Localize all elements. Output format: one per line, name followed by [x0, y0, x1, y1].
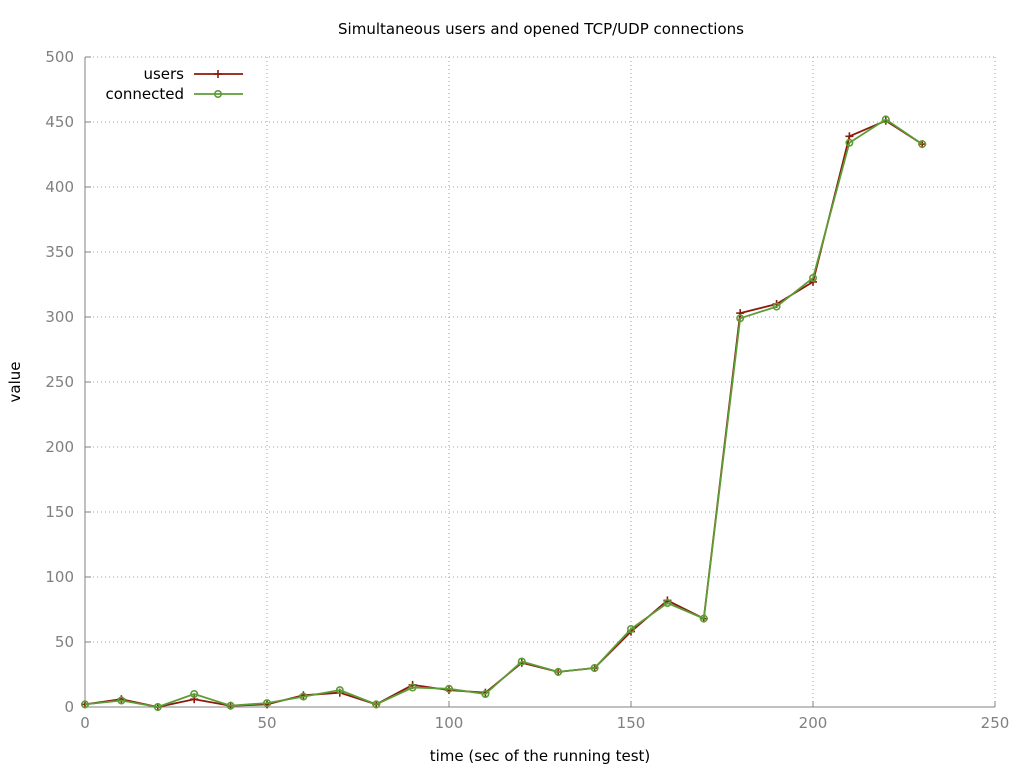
- data-point-connected: [663, 598, 672, 607]
- legend-marker-users: [214, 70, 222, 78]
- data-point-connected: [190, 689, 199, 698]
- series-users: [81, 116, 927, 711]
- y-tick-label: 350: [45, 243, 74, 261]
- x-tick-label: 50: [257, 714, 276, 732]
- legend: users connected: [105, 65, 243, 103]
- data-point-connected: [372, 700, 381, 709]
- data-point-connected: [262, 699, 271, 708]
- x-axis-label: time (sec of the running test): [430, 747, 651, 765]
- data-point-connected: [590, 663, 599, 672]
- data-point-connected: [117, 696, 126, 705]
- x-tick-label: 150: [617, 714, 646, 732]
- y-tick-label: 0: [64, 698, 74, 716]
- x-tick-label: 0: [80, 714, 90, 732]
- data-point-connected: [918, 140, 927, 149]
- x-tick-label: 200: [799, 714, 828, 732]
- data-point-connected: [226, 701, 235, 710]
- y-tick-label: 400: [45, 178, 74, 196]
- grid: [85, 57, 995, 707]
- legend-marker-connected: [214, 90, 223, 99]
- data-point-connected: [335, 686, 344, 695]
- y-tick-label: 200: [45, 438, 74, 456]
- data-point-connected: [736, 314, 745, 323]
- legend-label-connected: connected: [105, 85, 184, 103]
- axes: 0 50 100 150 200 250 0 50 100 150 200 250 300 350 400 4…: [45, 48, 1009, 732]
- data-point-connected: [444, 684, 453, 693]
- data-point-connected: [808, 273, 817, 282]
- series-connected: [81, 115, 927, 711]
- y-tick-label: 50: [55, 633, 74, 651]
- y-tick-label: 300: [45, 308, 74, 326]
- data-point-connected: [845, 138, 854, 147]
- data-point-connected: [299, 692, 308, 701]
- series-layer: [81, 115, 927, 711]
- y-tick-label: 450: [45, 113, 74, 131]
- data-point-connected: [81, 700, 90, 709]
- data-point-connected: [481, 689, 490, 698]
- legend-label-users: users: [143, 65, 184, 83]
- x-tick-label: 100: [435, 714, 464, 732]
- data-point-connected: [772, 302, 781, 311]
- data-point-connected: [699, 614, 708, 623]
- data-point-connected: [517, 657, 526, 666]
- data-point-connected: [881, 115, 890, 124]
- data-point-connected: [626, 624, 635, 633]
- y-axis-label: value: [6, 362, 24, 403]
- y-tick-label: 150: [45, 503, 74, 521]
- data-point-connected: [153, 702, 162, 711]
- y-tick-label: 100: [45, 568, 74, 586]
- series-line-connected: [84, 118, 923, 708]
- series-line-users: [84, 119, 923, 708]
- data-point-connected: [408, 683, 417, 692]
- chart-title: Simultaneous users and opened TCP/UDP co…: [338, 20, 744, 38]
- x-tick-label: 250: [981, 714, 1010, 732]
- data-point-connected: [554, 667, 563, 676]
- y-tick-label: 250: [45, 373, 74, 391]
- y-tick-label: 500: [45, 48, 74, 66]
